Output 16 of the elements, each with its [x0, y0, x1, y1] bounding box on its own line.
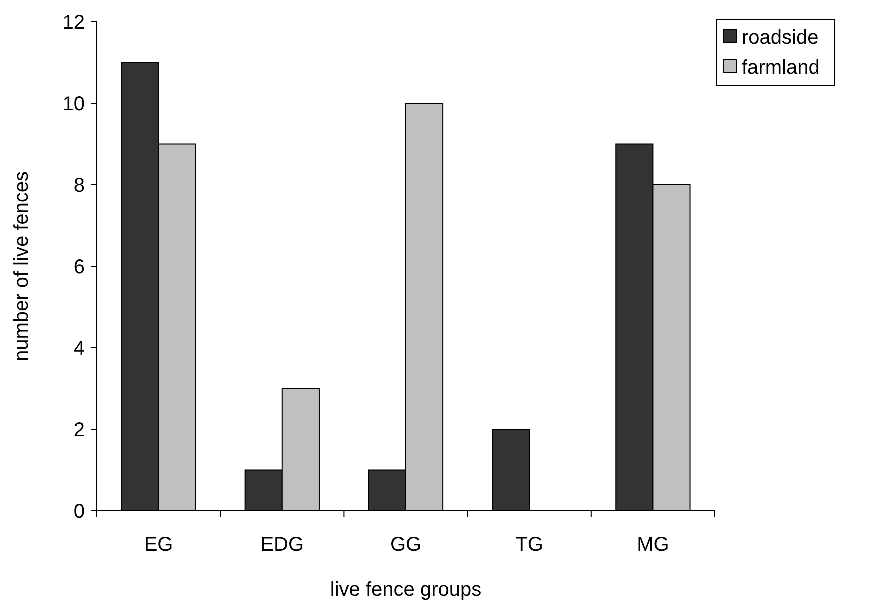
y-tick-label: 0: [74, 501, 85, 523]
x-tick-label: GG: [390, 534, 422, 556]
x-tick-label: EDG: [260, 534, 304, 556]
x-axis-title: live fence groups: [330, 579, 482, 601]
legend-label: roadside: [742, 27, 819, 49]
y-tick-label: 6: [74, 256, 85, 278]
y-axis-title: number of live fences: [11, 171, 33, 362]
y-tick-label: 12: [62, 12, 85, 34]
y-tick-label: 4: [74, 338, 85, 360]
x-tick-label: MG: [637, 534, 670, 556]
legend-label: farmland: [742, 57, 820, 79]
y-tick-label: 8: [74, 175, 85, 197]
x-tick-label: TG: [516, 534, 544, 556]
y-tick-label: 10: [62, 94, 85, 116]
x-tick-label: EG: [144, 534, 174, 556]
y-tick-label: 2: [74, 420, 85, 442]
